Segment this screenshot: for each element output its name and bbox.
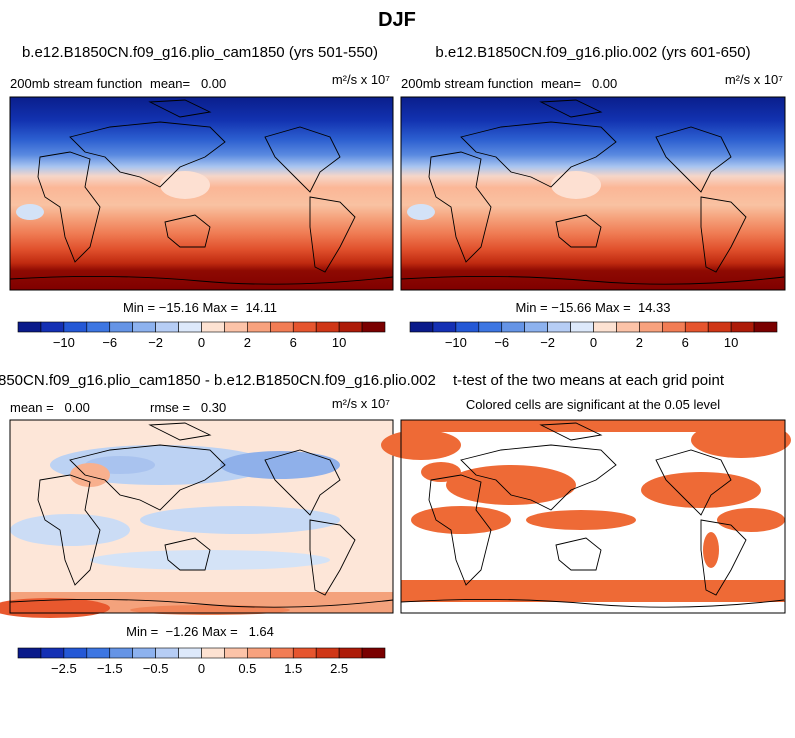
colorbar-box [109,321,133,333]
colorbar-box [593,321,617,333]
colorbar-label: 2 [244,335,251,350]
colorbar-label: 10 [724,335,738,350]
colorbar-box [361,647,386,659]
panel-title: b.e12.B1850CN.f09_g16.plio.002 (yrs 601-… [435,44,750,61]
colorbar-label: −1.5 [97,661,123,676]
panel-units: m²/s x 10⁷ [332,396,390,411]
colorbar-label: −2 [540,335,555,350]
colorbar-box [201,647,225,659]
colorbar-label: 2.5 [330,661,348,676]
panel-title: b.e12.B1850CN.f09_g16.plio_cam1850 (yrs … [22,44,378,61]
colorbar-box [63,321,88,333]
colorbar-box [432,321,457,333]
colorbar-box [547,321,571,333]
colorbar-box [361,321,386,333]
colorbar-label: −0.5 [143,661,169,676]
panel-title: t-test of the two means at each grid poi… [453,372,725,389]
colorbar-box [155,321,179,333]
colorbar-label: −2.5 [51,661,77,676]
colorbar-box [270,321,294,333]
colorbar-box [17,321,42,333]
colorbar-box [292,647,317,659]
colorbar-box [639,321,663,333]
colorbar-box [753,321,778,333]
panel-mean: mean= 0.00 [150,76,226,91]
panel-label: 200mb stream function [401,76,533,91]
map [9,96,394,291]
panel-stats: Min = −15.16 Max = 14.11 [123,300,277,315]
colorbar-box [409,321,434,333]
colorbar-box [662,321,686,333]
colorbar-label: 2 [636,335,643,350]
colorbar-box [40,647,65,659]
colorbar-label: −6 [494,335,509,350]
colorbar-box [155,647,179,659]
colorbar-label: 0 [198,335,205,350]
panel-units: m²/s x 10⁷ [725,72,783,87]
colorbar-box [478,321,503,333]
colorbar-box [178,647,202,659]
panel-mean: mean = 0.00 [10,400,90,415]
colorbar-box [501,321,525,333]
colorbar-box [292,321,317,333]
colorbar-box [132,647,156,659]
colorbar-label: 0 [590,335,597,350]
colorbar-box [338,647,363,659]
colorbar-label: 6 [682,335,689,350]
colorbar-label: −10 [445,335,467,350]
colorbar-box [224,321,248,333]
colorbar-box [570,321,594,333]
colorbar: −10 −6 −2 0 2 6 10 [17,321,386,350]
figure-title: DJF [378,9,416,31]
colorbar-box [524,321,548,333]
colorbar-box [178,321,202,333]
colorbar-box [707,321,732,333]
colorbar-box [86,647,111,659]
colorbar-label: 6 [290,335,297,350]
colorbar-box [109,647,133,659]
colorbar-box [247,647,271,659]
colorbar-box [338,321,363,333]
colorbar-box [684,321,709,333]
colorbar: −10 −6 −2 0 2 6 10 [409,321,778,350]
map [0,419,394,618]
panel-label: 200mb stream function [10,76,142,91]
colorbar-box [730,321,755,333]
map [381,419,791,614]
colorbar-box [224,647,248,659]
panel-rmse: rmse = 0.30 [150,400,226,415]
panel-title: 850CN.f09_g16.plio_cam1850 - b.e12.B1850… [0,372,436,389]
panel-subtitle: Colored cells are significant at the 0.0… [466,397,720,412]
colorbar-label: −10 [53,335,75,350]
colorbar: −2.5 −1.5 −0.5 0 0.5 1.5 2.5 [17,647,386,676]
panel-mean: mean= 0.00 [541,76,617,91]
colorbar-label: 0.5 [238,661,256,676]
colorbar-box [201,321,225,333]
colorbar-box [17,647,42,659]
panel-stats: Min = −1.26 Max = 1.64 [126,624,274,639]
colorbar-box [132,321,156,333]
colorbar-label: −6 [102,335,117,350]
panel-stats: Min = −15.66 Max = 14.33 [515,300,670,315]
panel-units: m²/s x 10⁷ [332,72,390,87]
colorbar-box [63,647,88,659]
colorbar-label: 10 [332,335,346,350]
map [400,96,786,291]
colorbar-label: 0 [198,661,205,676]
colorbar-box [455,321,480,333]
colorbar-label: −2 [148,335,163,350]
colorbar-box [315,647,340,659]
colorbar-box [247,321,271,333]
colorbar-box [270,647,294,659]
colorbar-box [40,321,65,333]
colorbar-box [616,321,640,333]
colorbar-box [86,321,111,333]
colorbar-label: 1.5 [284,661,302,676]
colorbar-box [315,321,340,333]
